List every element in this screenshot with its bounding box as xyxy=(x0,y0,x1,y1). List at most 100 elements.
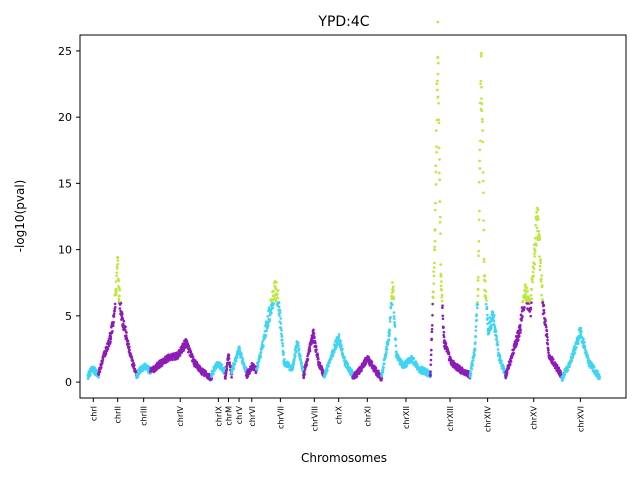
x-tick-label-chrXIV: chrXIV xyxy=(484,405,493,432)
data-point xyxy=(544,319,547,323)
data-point xyxy=(313,336,316,340)
data-point xyxy=(240,353,243,356)
data-point xyxy=(521,315,524,318)
x-tick-label-chrXVI: chrXVI xyxy=(576,406,585,432)
data-point xyxy=(89,373,92,376)
data-point-anchor xyxy=(433,248,437,252)
data-point xyxy=(104,352,108,355)
data-point xyxy=(272,302,275,305)
data-point xyxy=(388,320,392,323)
data-point xyxy=(230,376,233,379)
data-point-anchor xyxy=(124,334,128,338)
data-point xyxy=(390,297,394,301)
data-point xyxy=(276,296,279,300)
data-point-anchor xyxy=(541,301,545,305)
data-point xyxy=(434,201,437,205)
data-point xyxy=(220,363,224,366)
data-point xyxy=(292,362,295,366)
data-point xyxy=(280,338,284,342)
data-point xyxy=(430,324,434,327)
series-chrXII xyxy=(380,281,432,379)
data-point xyxy=(283,358,286,361)
plot-frame xyxy=(79,34,627,399)
data-point xyxy=(130,357,134,360)
data-point xyxy=(276,292,279,296)
data-point xyxy=(519,331,522,334)
data-point xyxy=(213,369,216,373)
data-point xyxy=(440,295,444,299)
data-point xyxy=(435,82,439,86)
data-point xyxy=(294,349,298,353)
data-point xyxy=(532,274,535,278)
data-point xyxy=(430,330,434,334)
y-axis-label: -log10(pval) xyxy=(13,180,27,253)
data-point xyxy=(339,339,342,343)
data-point xyxy=(440,293,444,297)
data-point xyxy=(430,348,433,352)
data-point-anchor xyxy=(97,372,101,376)
data-point xyxy=(523,306,526,309)
data-point xyxy=(316,357,320,361)
data-point xyxy=(505,371,509,375)
data-point xyxy=(439,272,443,276)
data-point xyxy=(477,240,481,243)
data-point xyxy=(571,356,575,359)
data-point xyxy=(535,236,539,240)
data-point xyxy=(382,366,385,369)
data-point xyxy=(115,267,119,270)
data-point xyxy=(492,319,496,323)
data-point xyxy=(485,299,488,302)
data-point-anchor xyxy=(114,287,118,291)
data-point xyxy=(476,306,479,310)
data-point-anchor xyxy=(482,274,486,278)
data-point xyxy=(429,363,433,366)
data-point xyxy=(393,324,397,328)
x-axis: chrI chrII chrIII chrIV chrIX chrM chrV chrVI ch… xyxy=(89,398,585,432)
data-point-anchor xyxy=(91,367,95,371)
data-point-anchor xyxy=(94,371,98,375)
data-point xyxy=(480,102,484,105)
data-point xyxy=(329,357,333,361)
data-point-anchor xyxy=(143,364,147,368)
data-point xyxy=(109,335,113,339)
data-point xyxy=(441,314,445,318)
data-point xyxy=(545,329,549,333)
data-point xyxy=(114,305,117,309)
data-point xyxy=(111,330,114,333)
data-point xyxy=(582,337,585,341)
chart-title: YPD:4C xyxy=(317,14,369,30)
data-point-anchor xyxy=(468,373,472,377)
data-point xyxy=(575,346,578,349)
data-point xyxy=(491,311,495,315)
data-point xyxy=(382,362,386,365)
data-point xyxy=(278,314,281,318)
data-point-anchor xyxy=(587,360,591,364)
data-point xyxy=(503,368,506,371)
data-point xyxy=(518,334,521,338)
data-point xyxy=(490,323,493,327)
series-chrXVI xyxy=(560,326,601,383)
data-point xyxy=(485,305,489,309)
data-point xyxy=(540,284,544,287)
data-point xyxy=(481,171,485,174)
data-point xyxy=(305,363,309,366)
data-point xyxy=(110,326,113,329)
data-point xyxy=(544,323,548,327)
data-point-anchor xyxy=(529,307,533,311)
data-point xyxy=(297,347,301,350)
data-point xyxy=(482,260,486,263)
data-point-anchor xyxy=(322,373,326,377)
data-point xyxy=(160,364,164,367)
y-tick-label: 15 xyxy=(58,177,72,190)
data-point xyxy=(469,370,472,374)
data-point xyxy=(275,281,278,284)
data-point xyxy=(477,254,480,258)
data-point xyxy=(384,354,388,358)
data-point-anchor xyxy=(409,356,413,360)
data-point xyxy=(271,306,275,310)
x-tick-label-chrII: chrII xyxy=(114,406,123,423)
data-point xyxy=(537,217,540,221)
data-point xyxy=(131,359,135,362)
data-point xyxy=(440,280,443,283)
data-point xyxy=(540,293,543,297)
